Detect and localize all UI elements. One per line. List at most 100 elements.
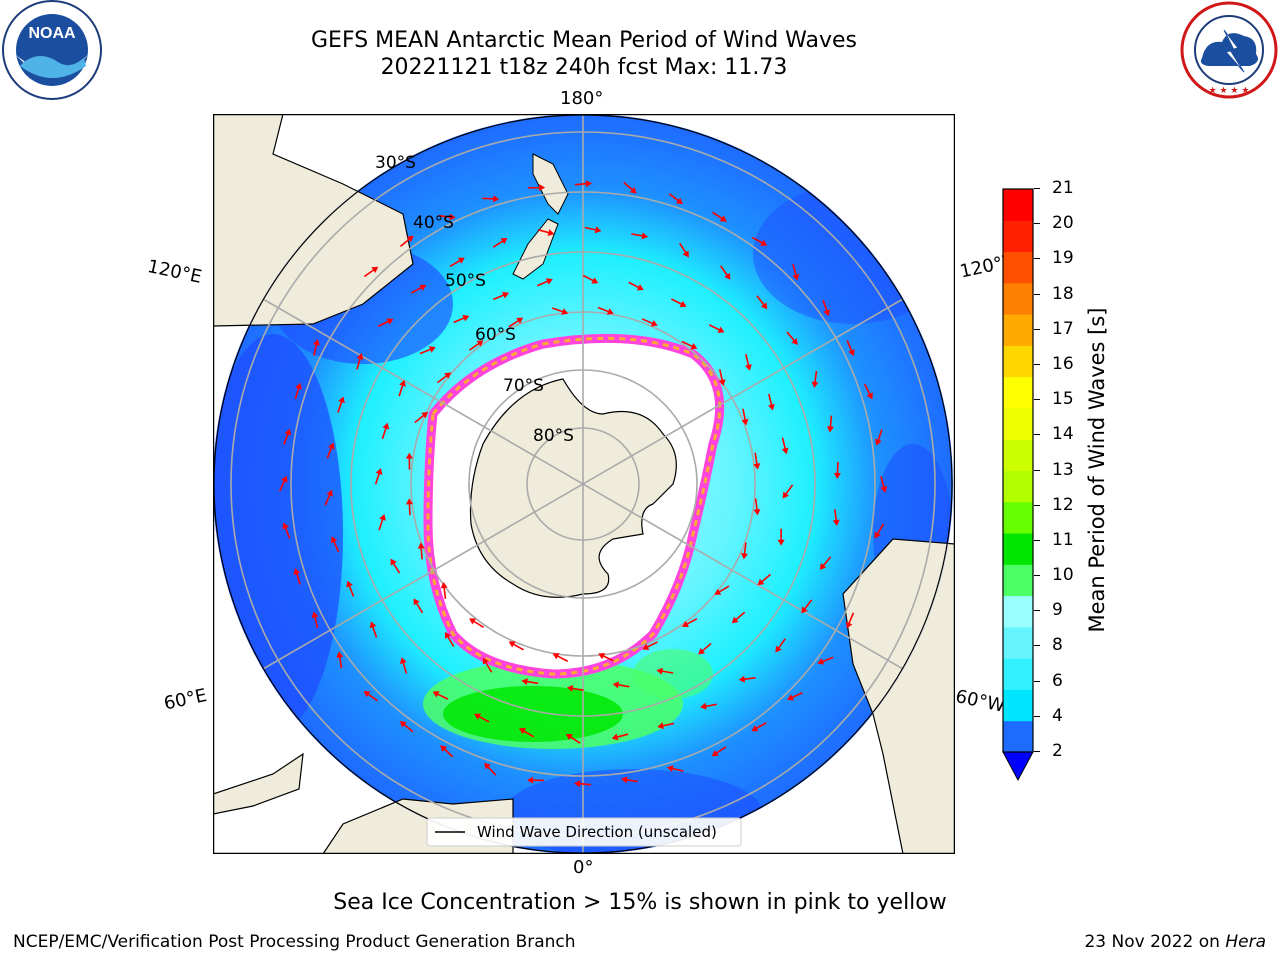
colorbar-tick-mark bbox=[1034, 223, 1040, 225]
wind-arrow bbox=[612, 681, 630, 689]
wind-arrow bbox=[378, 513, 386, 531]
wind-arrow bbox=[283, 428, 292, 445]
wind-arrow bbox=[493, 291, 510, 301]
wind-arrow bbox=[832, 509, 840, 527]
wind-arrow bbox=[346, 580, 355, 597]
wind-arrow bbox=[641, 318, 658, 327]
wind-arrow bbox=[623, 181, 637, 194]
wind-arrow bbox=[398, 379, 406, 397]
colorbar-tick-label: 16 bbox=[1052, 353, 1074, 374]
wind-arrow bbox=[741, 542, 748, 560]
noaa-logo: NOAA bbox=[2, 0, 102, 100]
colorbar-band bbox=[1003, 720, 1033, 753]
wind-arrow bbox=[440, 745, 454, 758]
colorbar-under-triangle bbox=[1002, 751, 1034, 782]
wind-arrow bbox=[438, 213, 456, 221]
wind-arrow bbox=[405, 498, 413, 516]
wind-arrow bbox=[437, 372, 452, 384]
wind-arrow bbox=[863, 383, 873, 400]
wind-arrow bbox=[566, 684, 584, 692]
colorbar-tick-mark bbox=[1034, 469, 1040, 471]
wind-arrow bbox=[377, 318, 394, 328]
chart-subtitle: 20221121 t18z 240h fcst Max: 11.73 bbox=[380, 55, 788, 80]
colorbar-band bbox=[1003, 345, 1033, 378]
colorbar-tick-label: 6 bbox=[1052, 670, 1063, 691]
colorbar-tick-label: 10 bbox=[1052, 565, 1074, 586]
colorbar bbox=[1002, 188, 1034, 782]
wind-arrow bbox=[356, 353, 364, 370]
wind-arrow bbox=[753, 498, 761, 516]
colorbar-tick-label: 9 bbox=[1052, 600, 1063, 621]
wind-arrow bbox=[775, 638, 786, 653]
wind-arrow bbox=[731, 611, 746, 624]
colorbar-band bbox=[1003, 689, 1033, 722]
colorbar-band bbox=[1003, 189, 1033, 221]
colorbar-band bbox=[1003, 282, 1033, 315]
wind-arrow bbox=[751, 236, 768, 246]
lat-label-30s: 30°S bbox=[375, 153, 416, 173]
wind-arrow bbox=[574, 180, 592, 188]
colorbar-tick-label: 19 bbox=[1052, 248, 1074, 269]
colorbar-label: Mean Period of Wind Waves [s] bbox=[1085, 307, 1109, 633]
chart-title: GEFS MEAN Antarctic Mean Period of Wind … bbox=[311, 28, 857, 53]
wind-arrow bbox=[708, 324, 725, 333]
wind-arrow bbox=[449, 257, 465, 268]
wind-arrow bbox=[399, 235, 414, 247]
land-new-zealand-north bbox=[532, 153, 569, 215]
wind-arrow bbox=[756, 295, 768, 310]
colorbar-tick-mark bbox=[1034, 751, 1040, 752]
wind-arrow bbox=[326, 442, 335, 459]
lat-label-40s: 40°S bbox=[413, 213, 454, 233]
wind-arrow bbox=[413, 598, 424, 614]
wind-arrow bbox=[453, 314, 470, 324]
colorbar-band bbox=[1003, 470, 1033, 503]
wind-arrow bbox=[363, 690, 378, 702]
wind-arrow bbox=[738, 675, 756, 683]
wind-arrow bbox=[681, 340, 698, 350]
wind-arrow bbox=[786, 691, 803, 701]
colorbar-frame bbox=[1002, 188, 1034, 753]
wind-arrow bbox=[833, 461, 841, 479]
footer-credit: NCEP/EMC/Verification Post Processing Pr… bbox=[13, 932, 576, 952]
wind-arrow bbox=[381, 422, 390, 440]
colorbar-band bbox=[1003, 626, 1033, 659]
colorbar-tick-label: 18 bbox=[1052, 283, 1074, 304]
colorbar-band bbox=[1003, 220, 1033, 253]
wind-arrow bbox=[741, 408, 749, 426]
wind-arrow bbox=[642, 641, 658, 650]
wind-arrow bbox=[528, 184, 546, 192]
wind-arrow bbox=[744, 354, 752, 371]
wind-arrow bbox=[432, 691, 449, 700]
wind-arrows bbox=[278, 180, 888, 788]
land-antarctica bbox=[469, 378, 677, 598]
colorbar-tick-mark bbox=[1034, 680, 1040, 682]
lat-label-80s: 80°S bbox=[533, 426, 574, 446]
wind-arrow bbox=[598, 652, 614, 662]
wind-arrow bbox=[294, 382, 302, 400]
wind-arrow bbox=[469, 340, 484, 351]
wind-arrow bbox=[657, 722, 675, 730]
colorbar-tick-mark bbox=[1034, 363, 1040, 365]
wind-arrow bbox=[711, 746, 727, 757]
wind-arrow bbox=[880, 476, 888, 493]
wind-arrow bbox=[417, 542, 425, 560]
wind-arrow bbox=[670, 298, 687, 308]
wind-arrow bbox=[551, 307, 569, 315]
sea-ice-note: Sea Ice Concentration > 15% is shown in … bbox=[333, 890, 947, 915]
wind-arrow bbox=[414, 411, 429, 424]
colorbar-tick-mark bbox=[1034, 293, 1040, 295]
colorbar-tick-label: 17 bbox=[1052, 318, 1074, 339]
wind-arrow bbox=[751, 722, 767, 732]
colorbar-band bbox=[1003, 439, 1033, 471]
wind-arrow bbox=[527, 776, 545, 784]
wind-arrow bbox=[282, 522, 291, 539]
svg-text:★ ★ ★ ★: ★ ★ ★ ★ bbox=[1209, 86, 1250, 96]
lat-label-70s: 70°S bbox=[503, 376, 544, 396]
lon-label-180: 180° bbox=[560, 88, 604, 109]
wind-arrow bbox=[374, 468, 383, 485]
wind-arrow bbox=[337, 396, 345, 413]
lon-label-60e: 60°E bbox=[162, 685, 209, 715]
colorbar-band bbox=[1003, 658, 1033, 690]
wind-arrow bbox=[768, 393, 775, 411]
wind-arrow bbox=[484, 762, 497, 776]
